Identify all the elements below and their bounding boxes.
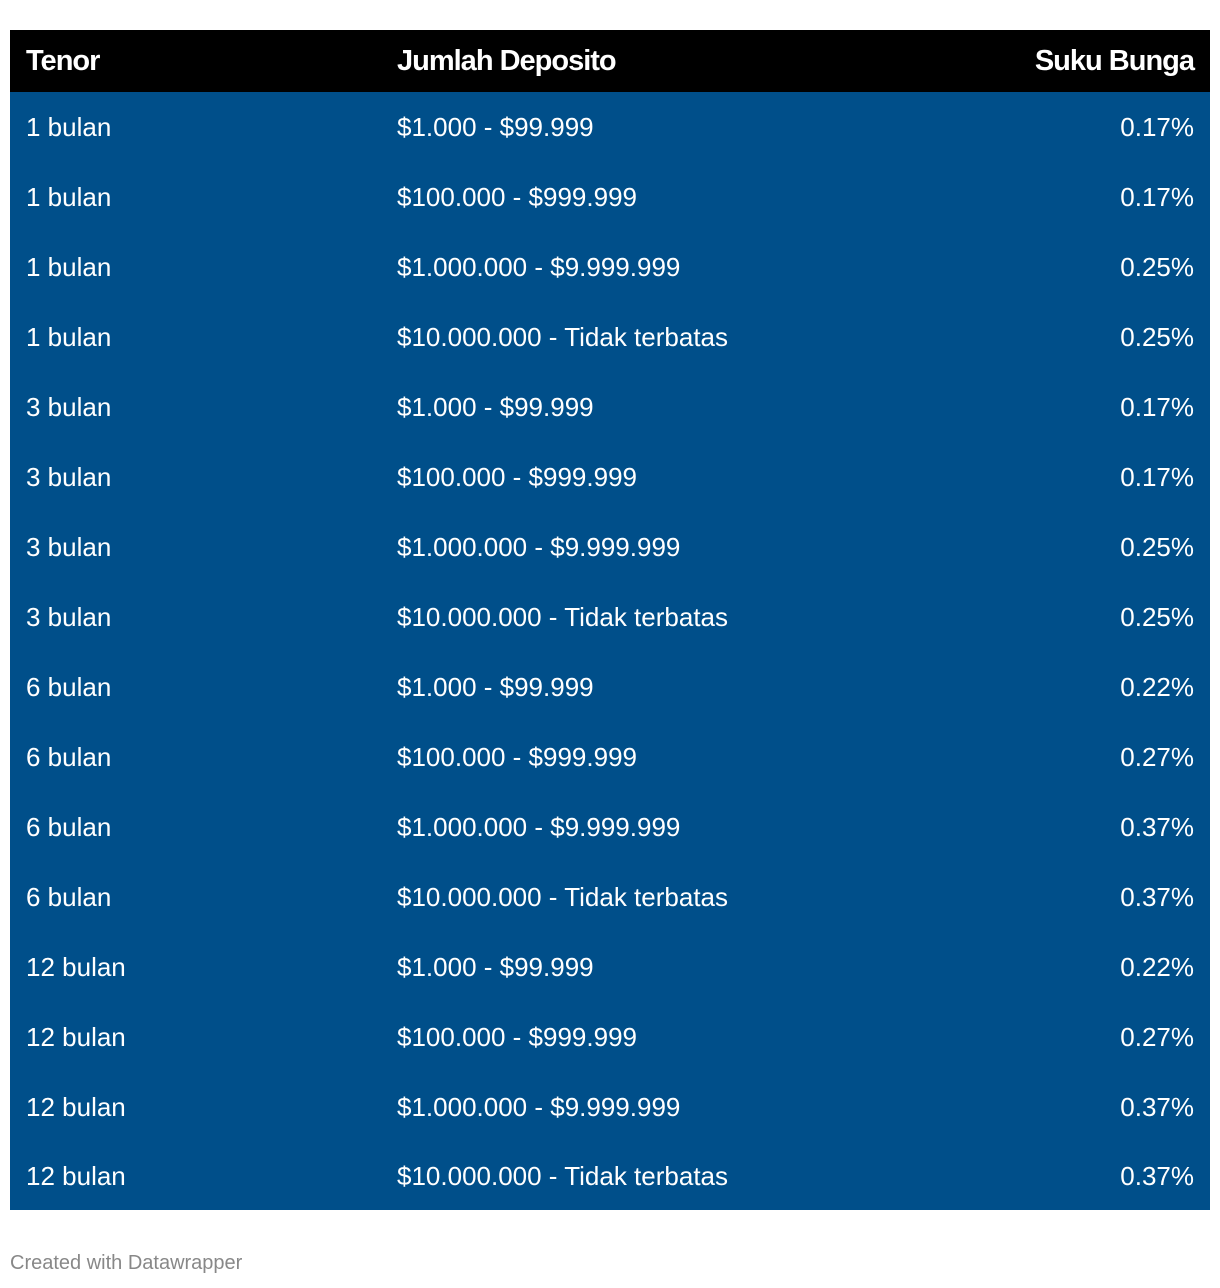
cell-deposit-amount: $1.000 - $99.999 <box>397 951 594 982</box>
cell-interest-rate: 0.25% <box>1120 321 1194 352</box>
cell-interest-rate: 0.37% <box>1120 881 1194 912</box>
cell-interest-rate: 0.37% <box>1120 1091 1194 1122</box>
cell-deposit-amount: $1.000.000 - $9.999.999 <box>397 1091 681 1122</box>
cell-interest-rate: 0.37% <box>1120 811 1194 842</box>
table-row: 6 bulan $100.000 - $999.999 0.27% <box>10 722 1210 792</box>
cell-tenor: 3 bulan <box>26 391 112 422</box>
table-row: 12 bulan $1.000 - $99.999 0.22% <box>10 932 1210 1002</box>
cell-interest-rate: 0.25% <box>1120 601 1194 632</box>
table-row: 12 bulan $10.000.000 - Tidak terbatas 0.37… <box>10 1142 1210 1210</box>
table-row: 6 bulan $1.000.000 - $9.999.999 0.37% <box>10 792 1210 862</box>
column-header-interest-rate[interactable]: Suku Bunga <box>1034 44 1195 77</box>
cell-interest-rate: 0.37% <box>1120 1160 1194 1191</box>
cell-interest-rate: 0.22% <box>1120 671 1194 702</box>
cell-tenor: 6 bulan <box>26 811 112 842</box>
cell-interest-rate: 0.25% <box>1120 531 1194 562</box>
cell-tenor: 12 bulan <box>26 1021 126 1052</box>
rate-table-container: Tenor Jumlah Deposito Suku Bunga 1 bulan… <box>10 30 1210 1210</box>
cell-tenor: 3 bulan <box>26 531 112 562</box>
cell-interest-rate: 0.17% <box>1120 111 1194 142</box>
cell-tenor: 6 bulan <box>26 881 112 912</box>
cell-deposit-amount: $10.000.000 - Tidak terbatas <box>397 601 729 632</box>
table-row: 3 bulan $10.000.000 - Tidak terbatas 0.25% <box>10 582 1210 652</box>
table-row: 3 bulan $1.000.000 - $9.999.999 0.25% <box>10 512 1210 582</box>
cell-deposit-amount: $1.000 - $99.999 <box>397 391 594 422</box>
table-row: 3 bulan $100.000 - $999.999 0.17% <box>10 442 1210 512</box>
cell-deposit-amount: $100.000 - $999.999 <box>397 741 637 772</box>
cell-deposit-amount: $10.000.000 - Tidak terbatas <box>397 881 729 912</box>
table-row: 6 bulan $1.000 - $99.999 0.22% <box>10 652 1210 722</box>
cell-deposit-amount: $1.000.000 - $9.999.999 <box>397 531 681 562</box>
cell-deposit-amount: $1.000 - $99.999 <box>397 111 594 142</box>
table-row: 1 bulan $100.000 - $999.999 0.17% <box>10 162 1210 232</box>
cell-tenor: 6 bulan <box>26 741 112 772</box>
cell-tenor: 1 bulan <box>26 111 112 142</box>
cell-deposit-amount: $100.000 - $999.999 <box>397 181 637 212</box>
cell-interest-rate: 0.27% <box>1120 741 1194 772</box>
cell-interest-rate: 0.17% <box>1120 461 1194 492</box>
cell-tenor: 3 bulan <box>26 601 112 632</box>
cell-deposit-amount: $100.000 - $999.999 <box>397 1021 637 1052</box>
cell-interest-rate: 0.17% <box>1120 181 1194 212</box>
table-row: 1 bulan $10.000.000 - Tidak terbatas 0.25% <box>10 302 1210 372</box>
table-header: Tenor Jumlah Deposito Suku Bunga <box>10 30 1210 92</box>
table-row: 12 bulan $100.000 - $999.999 0.27% <box>10 1002 1210 1072</box>
cell-tenor: 3 bulan <box>26 461 112 492</box>
cell-interest-rate: 0.27% <box>1120 1021 1194 1052</box>
cell-deposit-amount: $1.000 - $99.999 <box>397 671 594 702</box>
cell-tenor: 1 bulan <box>26 181 112 212</box>
column-header-tenor[interactable]: Tenor <box>26 44 100 77</box>
cell-deposit-amount: $10.000.000 - Tidak terbatas <box>397 321 729 352</box>
datawrapper-credit[interactable]: Created with Datawrapper <box>10 1252 243 1274</box>
table-row: 12 bulan $1.000.000 - $9.999.999 0.37% <box>10 1072 1210 1142</box>
cell-deposit-amount: $1.000.000 - $9.999.999 <box>397 811 681 842</box>
cell-tenor: 1 bulan <box>26 321 112 352</box>
table-row: 1 bulan $1.000 - $99.999 0.17% <box>10 92 1210 162</box>
deposit-rate-table: Tenor Jumlah Deposito Suku Bunga 1 bulan… <box>10 30 1210 1210</box>
cell-tenor: 12 bulan <box>26 1160 126 1191</box>
table-body: 1 bulan $1.000 - $99.999 0.17% 1 bulan $100.… <box>10 92 1210 1210</box>
header-row: Tenor Jumlah Deposito Suku Bunga <box>10 30 1210 92</box>
cell-deposit-amount: $100.000 - $999.999 <box>397 461 637 492</box>
table-row: 1 bulan $1.000.000 - $9.999.999 0.25% <box>10 232 1210 302</box>
cell-deposit-amount: $10.000.000 - Tidak terbatas <box>397 1160 729 1191</box>
cell-deposit-amount: $1.000.000 - $9.999.999 <box>397 251 681 282</box>
column-header-deposit-amount[interactable]: Jumlah Deposito <box>397 44 617 77</box>
cell-interest-rate: 0.22% <box>1120 951 1194 982</box>
cell-tenor: 12 bulan <box>26 1091 126 1122</box>
cell-tenor: 12 bulan <box>26 951 126 982</box>
table-row: 3 bulan $1.000 - $99.999 0.17% <box>10 372 1210 442</box>
cell-interest-rate: 0.17% <box>1120 391 1194 422</box>
table-row: 6 bulan $10.000.000 - Tidak terbatas 0.37% <box>10 862 1210 932</box>
cell-interest-rate: 0.25% <box>1120 251 1194 282</box>
cell-tenor: 6 bulan <box>26 671 112 702</box>
cell-tenor: 1 bulan <box>26 251 112 282</box>
